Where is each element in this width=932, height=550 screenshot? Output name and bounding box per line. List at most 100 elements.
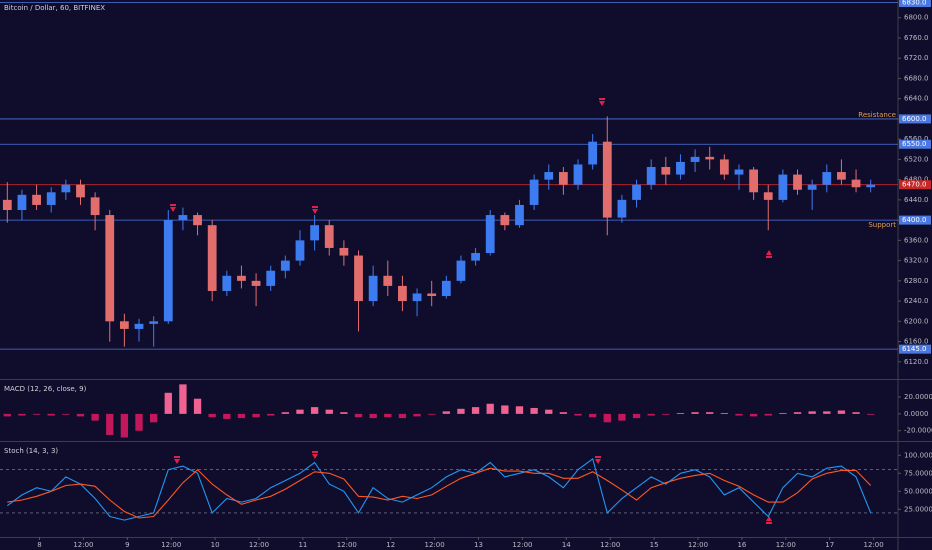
y-tick-label: 6240.0 <box>904 297 929 305</box>
sell-arrow <box>312 451 318 459</box>
candle-body <box>807 184 817 190</box>
candle-body <box>705 156 715 160</box>
price-tag-label: 6145.0 <box>902 345 927 353</box>
macd-bar <box>398 413 407 419</box>
y-tick-label: 6560.0 <box>904 135 929 143</box>
macd-bar <box>530 407 538 414</box>
macd-bar <box>428 413 436 415</box>
y-tick-label: 50.0000 <box>904 487 932 495</box>
candle-body <box>661 166 671 175</box>
sell-arrow <box>595 456 601 464</box>
candle-body <box>763 192 773 200</box>
candle-body <box>749 169 759 193</box>
macd-bar <box>296 409 304 414</box>
macd-bar <box>354 413 363 418</box>
buy-arrow <box>766 250 772 258</box>
macd-bar <box>486 403 494 414</box>
y-tick-label: 0.0000 <box>904 410 929 418</box>
y-tick-label: 6720.0 <box>904 54 929 62</box>
macd-bar <box>106 413 114 435</box>
macd-bar <box>62 413 70 415</box>
price-tag-label: 6400.0 <box>902 216 927 224</box>
y-tick-label: 6480.0 <box>904 176 929 184</box>
macd-bar <box>310 407 319 414</box>
macd-bar <box>823 411 831 414</box>
macd-bar <box>18 413 26 416</box>
price-tag <box>899 139 931 149</box>
candle-body <box>295 240 305 261</box>
macd-bar <box>720 413 729 414</box>
candle-body <box>61 184 71 193</box>
macd-bar <box>603 413 611 423</box>
price-tag-label: 6550.0 <box>902 140 927 148</box>
y-tick-label: 25.0000 <box>904 505 932 513</box>
candle-body <box>398 285 407 302</box>
candle-body <box>222 275 232 291</box>
macd-bar <box>706 412 714 414</box>
y-tick-label: 6160.0 <box>904 338 929 346</box>
macd-bar <box>281 412 290 414</box>
candle-body <box>412 293 422 302</box>
x-tick-label: 12:00 <box>512 541 532 549</box>
candle-body <box>266 270 276 286</box>
candle-body <box>17 194 27 210</box>
macd-bar <box>164 392 172 414</box>
candle-body <box>2 199 12 210</box>
macd-bar <box>384 413 392 418</box>
signal-arrows <box>170 98 772 524</box>
candle-body <box>134 323 144 329</box>
candle-body <box>778 174 788 200</box>
price-tag-label: 6600.0 <box>902 115 927 123</box>
x-tick-label: 12:00 <box>337 541 357 549</box>
candle-body <box>822 172 832 185</box>
candle-body <box>793 174 802 190</box>
macd-bar <box>545 409 553 414</box>
macd-bar <box>442 411 450 414</box>
sell-arrow <box>312 206 318 214</box>
macd-bar <box>457 408 465 414</box>
candle-body <box>207 225 217 291</box>
x-tick-label: 10 <box>211 541 220 549</box>
candle-body <box>866 184 876 188</box>
buy-arrow <box>766 516 772 524</box>
y-tick-label: 20.0000 <box>904 393 932 401</box>
candle-body <box>837 172 846 180</box>
macd-bar <box>47 413 55 416</box>
x-tick-label: 12:00 <box>425 541 445 549</box>
price-tag <box>899 114 931 124</box>
candle-body <box>163 220 173 322</box>
x-tick-label: 8 <box>37 541 41 549</box>
price-tag <box>899 0 931 8</box>
x-tick-label: 11 <box>298 541 307 549</box>
x-tick-label: 9 <box>125 541 129 549</box>
y-tick-label: 75.0000 <box>904 469 932 477</box>
sell-arrow <box>599 98 605 106</box>
macd-bar <box>193 398 202 414</box>
candle-body <box>383 275 393 286</box>
macd-bar <box>515 406 524 414</box>
candle-body <box>105 215 115 322</box>
y-tick-label: 6760.0 <box>904 34 929 42</box>
candle-body <box>690 156 700 162</box>
candle-body <box>515 204 524 226</box>
candle-body <box>193 215 202 226</box>
stoch-title: Stoch (14, 3, 3) <box>4 447 58 455</box>
candle-body <box>602 141 612 218</box>
y-tick-label: 6120.0 <box>904 358 929 366</box>
macd-bar <box>764 413 772 416</box>
y-tick-label: 6520.0 <box>904 155 929 163</box>
y-tick-label: 6440.0 <box>904 196 929 204</box>
candle-body <box>119 321 129 329</box>
candle-body <box>339 247 349 256</box>
candle-body <box>719 159 729 175</box>
macd-bar <box>237 413 246 419</box>
macd-bar <box>676 413 685 414</box>
macd-bar <box>779 413 787 414</box>
price-tag <box>899 180 931 190</box>
candle-body <box>573 164 583 185</box>
candle-body <box>324 225 334 248</box>
candle-body <box>280 260 290 271</box>
macd-bar <box>76 413 85 417</box>
